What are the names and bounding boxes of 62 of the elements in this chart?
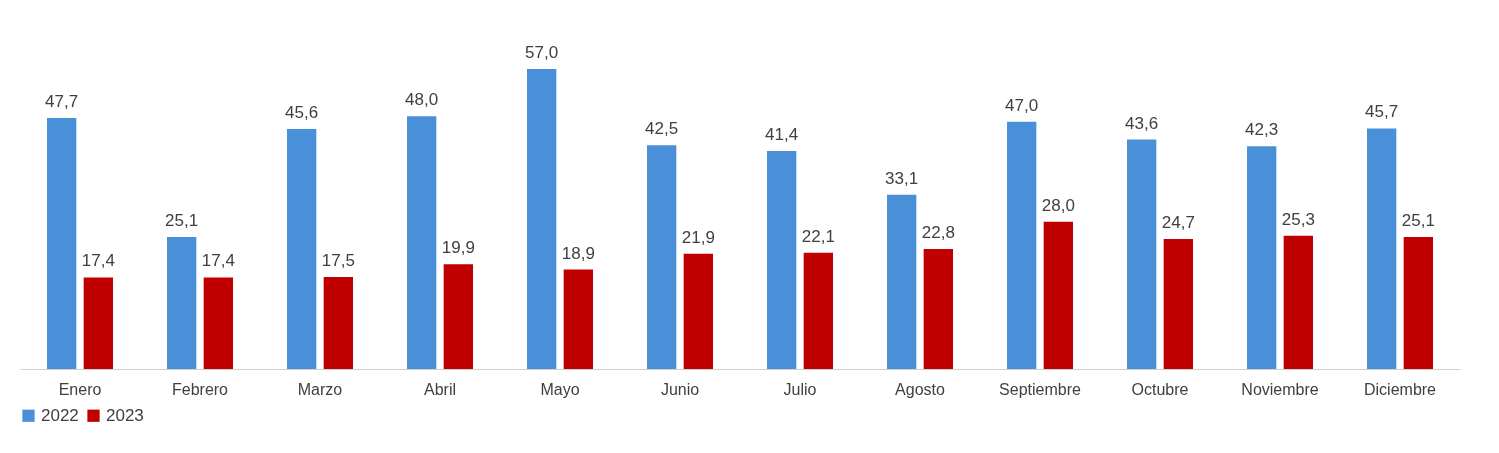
data-label: 42,3 — [1245, 120, 1279, 140]
bar — [803, 252, 833, 369]
bar — [1283, 235, 1313, 369]
data-label: 25,1 — [1401, 210, 1435, 230]
bar — [563, 269, 593, 369]
data-label: 19,9 — [441, 238, 475, 258]
data-label: 41,4 — [765, 125, 799, 145]
bar — [323, 276, 353, 369]
x-tick-label: Noviembre — [1241, 380, 1319, 398]
x-tick-label: Diciembre — [1363, 380, 1437, 398]
data-label: 17,5 — [321, 250, 355, 270]
x-tick-label: Marzo — [297, 380, 343, 398]
data-label: 45,6 — [285, 103, 319, 122]
data-label: 25,1 — [165, 210, 199, 230]
x-tick-label: Octubre — [1131, 380, 1189, 398]
data-label: 17,4 — [201, 251, 235, 271]
data-label: 48,0 — [405, 90, 439, 110]
x-tick-label: Abril — [423, 380, 457, 398]
bar — [1247, 146, 1277, 369]
data-label: 21,9 — [681, 227, 715, 247]
bar — [1043, 221, 1073, 369]
data-label: 45,7 — [1365, 102, 1399, 122]
bar — [923, 249, 953, 369]
data-label: 57,0 — [525, 43, 559, 62]
bar — [647, 145, 677, 369]
data-label: 43,6 — [1125, 113, 1159, 133]
data-label: 47,0 — [1005, 95, 1039, 115]
data-label: 18,9 — [561, 243, 595, 263]
bar — [887, 194, 917, 369]
data-label: 17,4 — [81, 251, 115, 271]
bar — [1127, 139, 1157, 369]
bar — [47, 117, 77, 369]
data-label: 47,7 — [45, 91, 79, 111]
legend-label: 2022 — [41, 405, 79, 425]
x-tick-label: Enero — [58, 380, 102, 398]
data-label: 25,3 — [1281, 209, 1315, 229]
data-label: 42,5 — [645, 119, 679, 139]
data-label: 24,7 — [1161, 213, 1195, 232]
bar — [1007, 121, 1037, 369]
data-label: 22,1 — [801, 226, 835, 246]
bar — [683, 253, 713, 369]
bar — [167, 236, 197, 369]
bar — [203, 277, 233, 369]
legend-label: 2023 — [106, 405, 144, 425]
bar — [1403, 236, 1433, 369]
x-tick-label: Junio — [660, 380, 700, 398]
bar — [1163, 239, 1193, 369]
x-tick-label: Septiembre — [999, 380, 1082, 398]
bar — [407, 116, 437, 369]
bar — [767, 151, 797, 369]
x-tick-label: Febrero — [171, 380, 229, 398]
data-label: 33,1 — [885, 168, 919, 188]
bar — [83, 277, 113, 369]
data-label: 22,8 — [921, 223, 955, 242]
x-tick-label: Mayo — [540, 380, 580, 398]
data-label: 28,0 — [1041, 195, 1075, 215]
x-tick-label: Agosto — [895, 380, 946, 398]
x-tick-label: Julio — [783, 380, 817, 398]
bar — [443, 264, 473, 369]
bar — [287, 129, 317, 369]
bar — [1367, 128, 1397, 369]
bar — [527, 69, 557, 369]
